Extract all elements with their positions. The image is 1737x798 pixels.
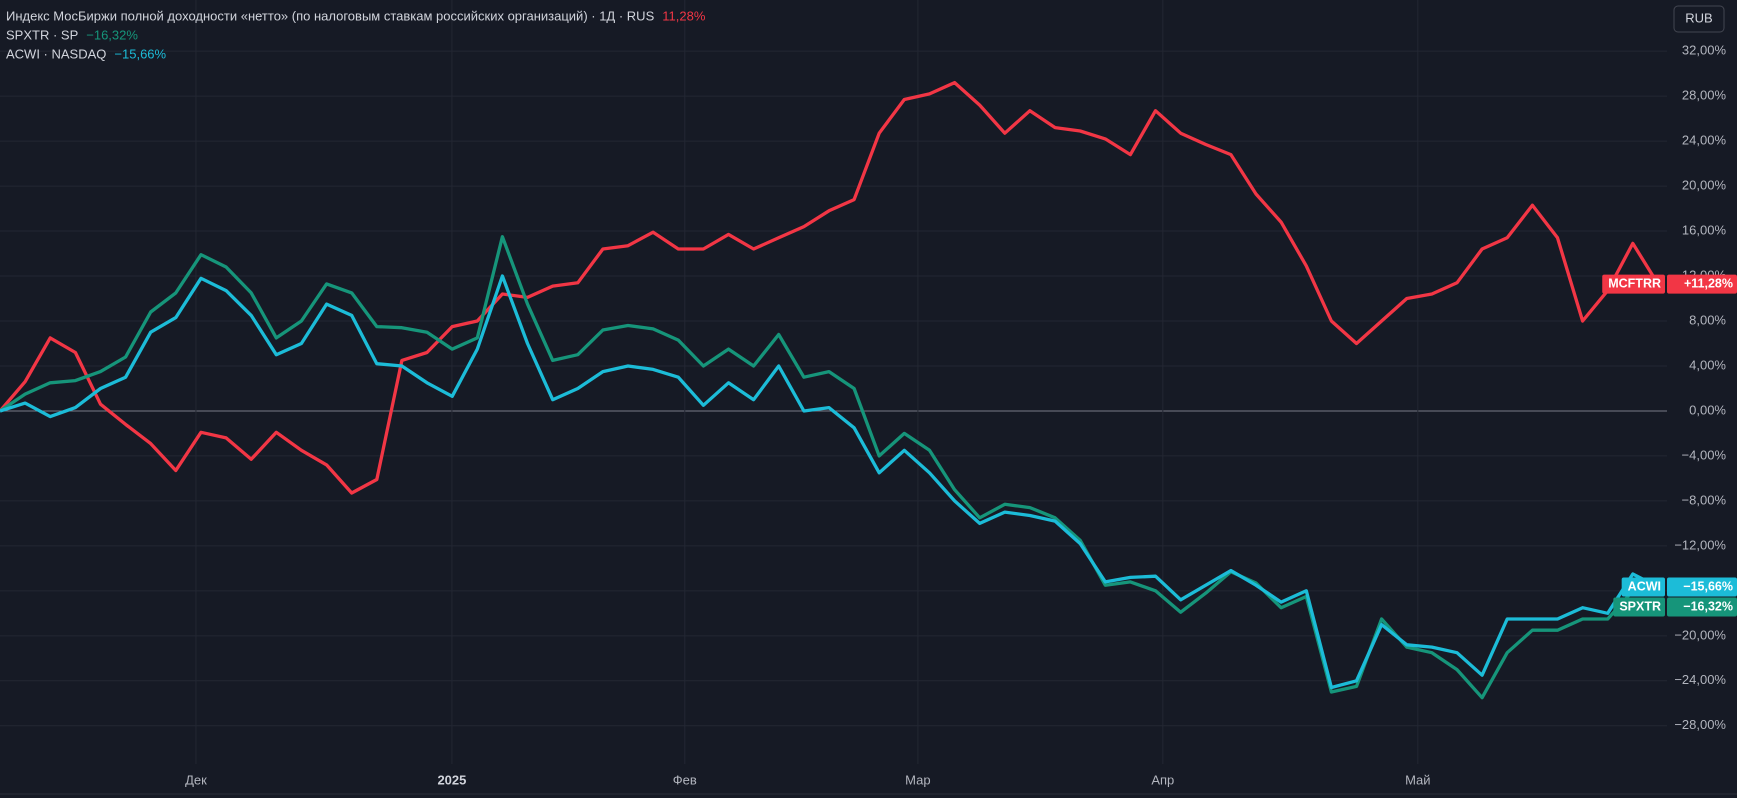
price-tag [1667, 597, 1737, 617]
legend-entry: ACWI · NASDAQ [6, 46, 106, 61]
currency-label[interactable]: RUB [1685, 10, 1712, 25]
legend-value: −16,32% [86, 27, 138, 42]
price-tag-label: −16,32% [1683, 599, 1733, 613]
y-tick-label: 0,00% [1689, 402, 1726, 417]
series-line [0, 80, 1660, 495]
x-tick-label: Фев [673, 772, 697, 787]
x-tick-label: Апр [1151, 772, 1174, 787]
y-tick-label: 4,00% [1689, 357, 1726, 372]
currency-button[interactable] [1673, 5, 1725, 33]
legend-entry: Индекс МосБиржи полной доходности «нетто… [6, 8, 655, 23]
price-tag [1667, 577, 1737, 597]
y-tick-label: −20,00% [1674, 627, 1726, 642]
series-name-box [1613, 597, 1665, 617]
y-tick-label: −12,00% [1674, 537, 1726, 552]
x-tick-label: Май [1405, 772, 1430, 787]
y-tick-label: 8,00% [1689, 312, 1726, 327]
x-tick-label: Дек [185, 772, 207, 787]
price-tag-label: +11,28% [1684, 276, 1733, 290]
x-tick-label: Мар [905, 772, 930, 787]
y-tick-label: 24,00% [1682, 133, 1727, 148]
series-name-tag: MCFTRR [1608, 276, 1661, 290]
series-name-box [1621, 577, 1665, 597]
price-tag [1667, 274, 1737, 294]
y-tick-label: −24,00% [1674, 672, 1726, 687]
x-tick-label: 2025 [437, 772, 466, 787]
y-tick-label: 16,00% [1682, 222, 1727, 237]
y-tick-label: 32,00% [1682, 43, 1727, 58]
y-tick-label: 20,00% [1682, 178, 1727, 193]
series-line [0, 274, 1659, 690]
price-tag-label: −15,66% [1683, 579, 1733, 593]
y-tick-label: 28,00% [1682, 88, 1727, 103]
series-name-box [1602, 274, 1665, 294]
legend-value: −15,66% [114, 46, 166, 61]
series-line [0, 235, 1659, 700]
y-tick-label: −28,00% [1674, 717, 1726, 732]
y-tick-label: −4,00% [1682, 447, 1727, 462]
legend-value: 11,28% [662, 8, 706, 23]
legend-entry: SPXTR · SP [6, 27, 78, 42]
series-name-tag: SPXTR [1619, 599, 1661, 613]
y-tick-label: −8,00% [1682, 492, 1727, 507]
grid [0, 0, 1667, 764]
series-name-tag: ACWI [1628, 579, 1661, 593]
